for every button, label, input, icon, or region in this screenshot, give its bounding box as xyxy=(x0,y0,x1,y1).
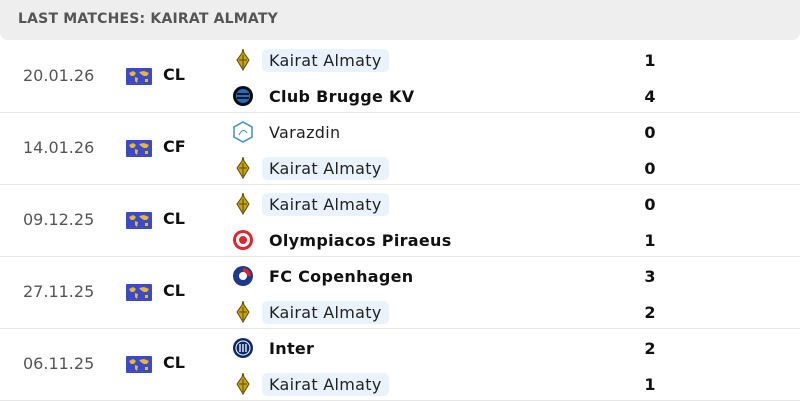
varazdin-logo-icon xyxy=(232,121,254,143)
team-name: Kairat Almaty xyxy=(262,156,389,180)
section-title: LAST MATCHES: KAIRAT ALMATY xyxy=(18,11,278,27)
competition-label: CL xyxy=(163,281,185,300)
team-name: Kairat Almaty xyxy=(262,300,389,324)
olympiacos-logo-icon xyxy=(232,229,254,251)
team-home[interactable]: Kairat Almaty xyxy=(232,47,389,73)
score-away: 1 xyxy=(644,231,656,250)
score-home: 3 xyxy=(644,267,656,286)
team-away[interactable]: Olympiacos Piraeus xyxy=(232,227,459,253)
world-flag-icon xyxy=(126,140,152,157)
team-away[interactable]: Club Brugge KV xyxy=(232,83,421,109)
match-date: 09.12.25 xyxy=(23,210,95,229)
team-away[interactable]: Kairat Almaty xyxy=(232,299,389,325)
team-name: Varazdin xyxy=(269,122,341,142)
match-row[interactable]: 06.11.25 CL Inter 2 Kairat Almaty 1 xyxy=(0,329,800,401)
score-away: 2 xyxy=(644,303,656,322)
kairat-logo-icon xyxy=(232,193,254,215)
match-date: 27.11.25 xyxy=(23,282,95,301)
team-home[interactable]: Kairat Almaty xyxy=(232,191,389,217)
score-home: 2 xyxy=(644,339,656,358)
competition-label: CL xyxy=(163,353,185,372)
competition-label: CL xyxy=(163,209,185,228)
kairat-logo-icon xyxy=(232,301,254,323)
inter-logo-icon xyxy=(232,337,254,359)
team-home[interactable]: Varazdin xyxy=(232,119,347,145)
world-flag-icon xyxy=(126,284,152,301)
competition-label: CL xyxy=(163,65,185,84)
team-home[interactable]: FC Copenhagen xyxy=(232,263,420,289)
match-row[interactable]: 09.12.25 CL Kairat Almaty 0 Olympiacos Pir… xyxy=(0,185,800,257)
score-home: 1 xyxy=(644,51,656,70)
team-home[interactable]: Inter xyxy=(232,335,321,361)
match-date: 06.11.25 xyxy=(23,354,95,373)
match-row[interactable]: 14.01.26 CF Varazdin 0 Kairat Almaty 0 xyxy=(0,113,800,185)
kairat-logo-icon xyxy=(232,157,254,179)
world-flag-icon xyxy=(126,356,152,373)
team-name: Inter xyxy=(269,338,315,358)
score-away: 1 xyxy=(644,375,656,394)
club-brugge-logo-icon xyxy=(232,85,254,107)
score-home: 0 xyxy=(644,123,656,142)
kairat-logo-icon xyxy=(232,373,254,395)
match-row[interactable]: 20.01.26 CL Kairat Almaty 1 Club Brugge KV… xyxy=(0,41,800,113)
match-row[interactable]: 27.11.25 CL FC Copenhagen 3 Kairat Almaty 2 xyxy=(0,257,800,329)
team-name: Kairat Almaty xyxy=(262,372,389,396)
match-date: 20.01.26 xyxy=(23,66,95,85)
score-away: 4 xyxy=(644,87,656,106)
score-away: 0 xyxy=(644,159,656,178)
world-flag-icon xyxy=(126,68,152,85)
team-name: Kairat Almaty xyxy=(262,48,389,72)
team-away[interactable]: Kairat Almaty xyxy=(232,371,389,397)
team-away[interactable]: Kairat Almaty xyxy=(232,155,389,181)
team-name: Club Brugge KV xyxy=(269,86,415,106)
fc-copenhagen-logo-icon xyxy=(232,265,254,287)
team-name: Kairat Almaty xyxy=(262,192,389,216)
world-flag-icon xyxy=(126,212,152,229)
team-name: FC Copenhagen xyxy=(269,266,414,286)
match-date: 14.01.26 xyxy=(23,138,95,157)
kairat-logo-icon xyxy=(232,49,254,71)
score-home: 0 xyxy=(644,195,656,214)
competition-label: CF xyxy=(163,137,186,156)
team-name: Olympiacos Piraeus xyxy=(269,230,452,250)
section-header: LAST MATCHES: KAIRAT ALMATY xyxy=(0,0,800,40)
